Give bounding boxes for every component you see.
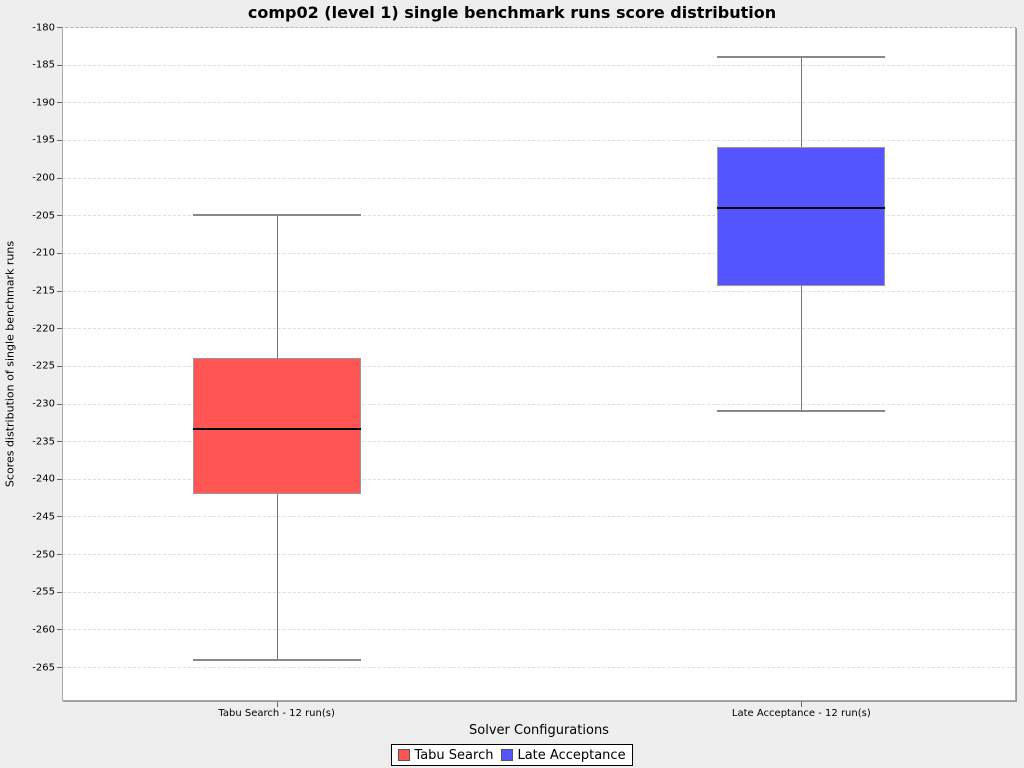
box-late-acceptance xyxy=(717,147,886,287)
y-tick-mark xyxy=(57,252,62,254)
gridline xyxy=(63,478,1015,480)
gridline xyxy=(63,177,1015,179)
y-tick-label: -190 xyxy=(32,97,55,109)
y-axis-title: Scores distribution of single benchmark … xyxy=(3,240,17,488)
y-tick-mark xyxy=(57,516,62,518)
x-tick-mark xyxy=(801,702,803,707)
y-tick-label: -255 xyxy=(32,586,55,598)
whisker-stem-upper xyxy=(276,215,278,359)
gridline xyxy=(63,441,1015,443)
y-tick-label: -180 xyxy=(32,22,55,33)
y-tick-mark xyxy=(57,290,62,292)
legend-label-tabu-search: Tabu Search xyxy=(414,747,494,763)
legend-item-late-acceptance: Late Acceptance xyxy=(501,747,626,763)
y-tick-label: -215 xyxy=(32,285,55,297)
gridline xyxy=(63,629,1015,631)
gridline xyxy=(63,102,1015,104)
y-tick-mark xyxy=(57,64,62,66)
gridline xyxy=(63,27,1015,28)
gridline xyxy=(63,516,1015,518)
y-tick-mark xyxy=(57,403,62,405)
legend-label-late-acceptance: Late Acceptance xyxy=(517,747,626,763)
x-tick-mark xyxy=(276,702,278,707)
median-line xyxy=(717,206,886,209)
y-tick-label: -260 xyxy=(32,624,55,636)
y-tick-mark xyxy=(57,441,62,443)
x-axis-title: Solver Configurations xyxy=(469,723,609,738)
y-tick-label: -245 xyxy=(32,511,55,523)
gridline xyxy=(63,252,1015,254)
gridline xyxy=(63,667,1015,669)
whisker-stem-upper xyxy=(801,57,803,148)
y-tick-mark xyxy=(57,365,62,367)
legend-swatch-late-acceptance-icon xyxy=(501,749,514,761)
y-tick-mark xyxy=(57,591,62,593)
y-tick-label: -195 xyxy=(32,134,55,146)
y-tick-label: -230 xyxy=(32,398,55,410)
y-tick-mark xyxy=(57,139,62,141)
gridline xyxy=(63,591,1015,593)
category-label: Late Acceptance - 12 run(s) xyxy=(731,708,871,719)
y-tick-mark xyxy=(57,215,62,217)
y-tick-mark xyxy=(57,478,62,480)
legend-row: Tabu Search Late Acceptance xyxy=(0,744,1024,766)
gridline xyxy=(63,64,1015,66)
gridline xyxy=(63,290,1015,292)
category-label: Tabu Search - 12 run(s) xyxy=(218,708,335,719)
y-tick-mark xyxy=(57,667,62,669)
whisker-cap-upper xyxy=(717,56,886,59)
y-tick-mark xyxy=(57,328,62,330)
y-tick-label: -205 xyxy=(32,210,55,222)
y-tick-label: -235 xyxy=(32,436,55,448)
gridline xyxy=(63,215,1015,217)
median-line xyxy=(192,428,361,431)
chart-title: comp02 (level 1) single benchmark runs s… xyxy=(247,3,777,22)
y-tick-label: -225 xyxy=(32,360,55,372)
whisker-cap-upper xyxy=(192,214,361,217)
y-tick-label: -240 xyxy=(32,473,55,485)
legend-swatch-tabu-search-icon xyxy=(398,749,411,761)
y-tick-mark xyxy=(57,554,62,556)
y-tick-mark xyxy=(57,102,62,104)
y-tick-mark xyxy=(57,629,62,631)
y-tick-label: -220 xyxy=(32,323,55,335)
y-tick-label: -210 xyxy=(32,247,55,259)
whisker-stem-lower xyxy=(276,493,278,660)
whisker-cap-lower xyxy=(192,658,361,661)
y-tick-mark xyxy=(57,177,62,179)
legend: Tabu Search Late Acceptance xyxy=(391,744,633,766)
legend-item-tabu-search: Tabu Search xyxy=(398,748,493,763)
box-tabu-search xyxy=(192,358,361,494)
y-tick-label: -250 xyxy=(32,549,55,561)
y-tick-label: -185 xyxy=(32,59,55,71)
y-tick-label: -200 xyxy=(32,172,55,184)
gridline xyxy=(63,403,1015,405)
whisker-stem-lower xyxy=(801,286,803,412)
y-tick-mark xyxy=(57,27,62,28)
gridline xyxy=(63,365,1015,367)
gridline xyxy=(63,328,1015,330)
gridline xyxy=(63,139,1015,141)
whisker-cap-lower xyxy=(717,410,886,413)
y-tick-label: -265 xyxy=(32,662,55,674)
gridline xyxy=(63,554,1015,556)
